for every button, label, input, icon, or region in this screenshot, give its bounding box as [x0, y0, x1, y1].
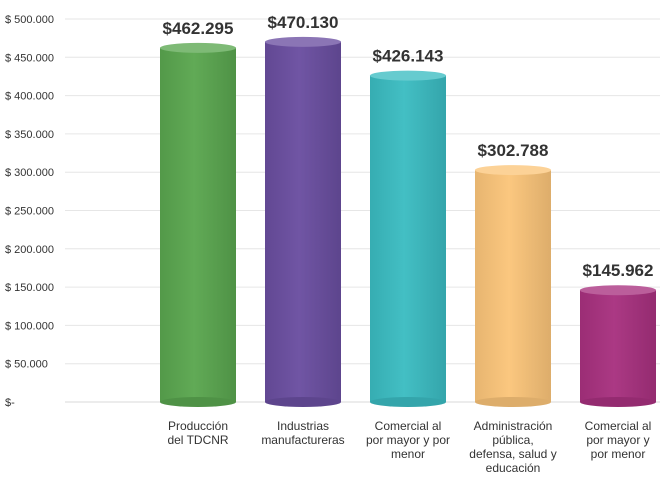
bar-top — [370, 70, 446, 81]
x-tick-label: Comercial al por mayor y por menor — [585, 419, 652, 461]
x-tick-label-line: pública, — [492, 433, 533, 447]
bar-top — [475, 165, 551, 176]
y-tick-label: $ 400.000 — [5, 91, 54, 103]
data-label: $302.788 — [478, 141, 549, 160]
y-tick-label: $ 150.000 — [5, 282, 54, 294]
y-tick-label: $ 500.000 — [5, 14, 54, 26]
bar — [580, 285, 656, 407]
x-tick-label: Producción del TDCNR — [167, 419, 228, 447]
x-tick-label: Administración pública, defensa, salud y ed… — [469, 419, 556, 475]
bar-base — [160, 397, 236, 407]
y-tick-label: $ 50.000 — [5, 359, 48, 371]
y-tick-label: $ 250.000 — [5, 206, 54, 218]
x-tick-label-line: por mayor y — [586, 433, 649, 447]
x-axis: Producción del TDCNR Industrias manufacture… — [167, 419, 651, 475]
x-tick-label-line: por mayor y por — [366, 433, 450, 447]
y-tick-label: $- — [5, 397, 15, 409]
bar — [475, 165, 551, 407]
bar-body — [370, 75, 446, 402]
bar-base — [580, 397, 656, 407]
y-tick-label: $ 200.000 — [5, 244, 54, 256]
bar-body — [160, 47, 236, 403]
bar-body — [580, 290, 656, 402]
gridlines — [65, 18, 660, 365]
bar-base — [265, 397, 341, 407]
bar-body — [475, 170, 551, 402]
bar — [370, 70, 446, 407]
y-axis: $- $ 50.000 $ 100.000 $ 150.000 $ 200.000 $ 2… — [5, 14, 54, 409]
data-label: $426.143 — [373, 47, 444, 66]
data-label: $462.295 — [163, 19, 234, 38]
x-tick-label-line: por menor — [591, 447, 646, 461]
bar-top — [160, 42, 236, 53]
x-tick-label-line: Administración — [474, 419, 553, 433]
x-tick-label: Industrias manufactureras — [261, 419, 344, 447]
y-tick-label: $ 350.000 — [5, 129, 54, 141]
bar-body — [265, 41, 341, 402]
bar-base — [370, 397, 446, 407]
y-tick-label: $ 300.000 — [5, 167, 54, 179]
data-label: $145.962 — [583, 261, 654, 280]
data-labels: $462.295 $470.130 $426.143 $302.788 $145.962 — [163, 13, 654, 280]
x-tick-label-line: menor — [391, 447, 425, 461]
bars — [160, 36, 656, 407]
x-tick-label-line: Comercial al — [375, 419, 442, 433]
x-tick-label-line: educación — [486, 461, 541, 475]
x-tick-label-line: defensa, salud y — [469, 447, 556, 461]
bar — [160, 42, 236, 407]
y-tick-label: $ 450.000 — [5, 52, 54, 64]
x-tick-label-line: Producción — [168, 419, 228, 433]
x-tick-label-line: del TDCNR — [167, 433, 228, 447]
bar-top — [580, 285, 656, 296]
x-tick-label-line: manufactureras — [261, 433, 344, 447]
y-tick-label: $ 100.000 — [5, 320, 54, 332]
bar — [265, 36, 341, 407]
bar-base — [475, 397, 551, 407]
x-tick-label: Comercial al por mayor y por menor — [366, 419, 450, 461]
x-tick-label-line: Industrias — [277, 419, 329, 433]
x-tick-label-line: Comercial al — [585, 419, 652, 433]
bar-top — [265, 36, 341, 47]
data-label: $470.130 — [268, 13, 339, 32]
